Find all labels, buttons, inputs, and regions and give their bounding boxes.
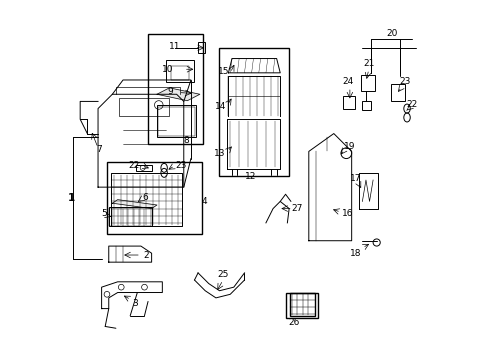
Text: 27: 27 [291, 204, 302, 213]
Text: 5: 5 [101, 210, 106, 219]
Text: 13: 13 [213, 149, 225, 158]
Text: 23: 23 [399, 77, 410, 86]
Bar [158, 107, 195, 136]
Text: 17: 17 [349, 174, 361, 183]
Bar [148, 33, 203, 144]
Text: 22: 22 [128, 161, 140, 170]
Bar [171, 66, 189, 80]
Polygon shape [157, 88, 200, 101]
Text: 1: 1 [67, 193, 75, 203]
Bar [109, 208, 150, 226]
Text: 14: 14 [214, 102, 225, 111]
Bar [107, 162, 201, 234]
Bar [285, 293, 317, 318]
Text: 7: 7 [96, 145, 102, 154]
Text: 23: 23 [175, 161, 186, 170]
Text: 19: 19 [344, 141, 355, 150]
Text: 9: 9 [167, 87, 173, 96]
Text: 11: 11 [169, 41, 180, 50]
Text: 12: 12 [245, 172, 256, 181]
Text: 10: 10 [162, 65, 173, 74]
Bar [119, 98, 169, 116]
Bar [157, 105, 196, 137]
Text: 24: 24 [342, 77, 353, 86]
Text: 3: 3 [132, 299, 138, 308]
Bar [135, 165, 151, 171]
Text: 21: 21 [363, 59, 374, 68]
Text: 16: 16 [341, 210, 352, 219]
Bar [198, 42, 205, 53]
Bar [108, 207, 151, 226]
Bar [165, 60, 194, 82]
Bar [360, 75, 374, 91]
Bar [290, 293, 315, 316]
Bar [390, 84, 405, 102]
Text: 25: 25 [217, 270, 228, 279]
Text: 2: 2 [143, 251, 149, 260]
Text: 18: 18 [349, 249, 361, 258]
Bar [342, 96, 354, 109]
Text: 22: 22 [406, 100, 417, 109]
Polygon shape [112, 200, 157, 208]
Text: 6: 6 [142, 193, 148, 202]
Bar [362, 102, 370, 111]
Bar [219, 48, 288, 176]
Text: 4: 4 [201, 197, 207, 206]
Text: 20: 20 [386, 29, 397, 38]
Text: 8: 8 [183, 136, 189, 145]
Text: 15: 15 [218, 67, 229, 76]
Text: 26: 26 [288, 318, 300, 327]
